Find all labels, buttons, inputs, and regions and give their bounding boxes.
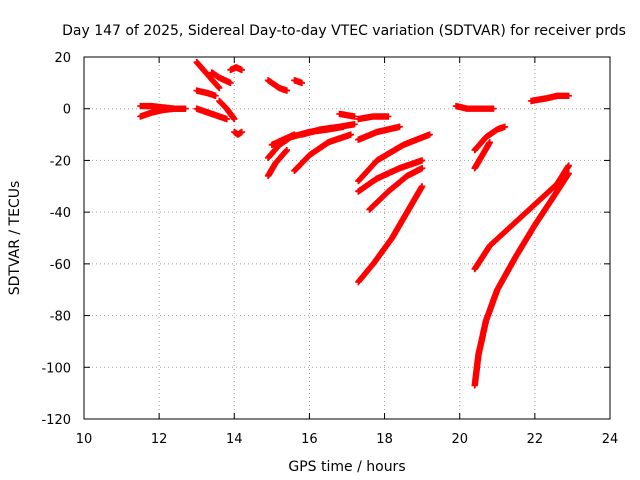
axis-ticks: 10 12 14 16 18 20 22 24 20 0 -20 -40 -60 -80 -100 -120 [41,51,618,447]
data-point-markers [231,128,245,138]
x-tick-label: 24 [602,432,619,447]
series-arc-25 [471,123,508,154]
x-tick-label: 18 [376,432,393,447]
data-point-markers [471,170,572,389]
series-arc-14 [268,131,298,149]
series-arc-10 [264,77,291,94]
data-point-markers [527,92,572,105]
series-arc-9 [231,128,245,138]
series-arc-29 [527,92,572,105]
y-tick-label: -100 [41,361,71,376]
data-point-markers [471,139,493,172]
series-arc-19 [355,123,403,143]
data-point-markers [193,59,223,92]
series-arc-4 [193,87,219,99]
x-tick-label: 10 [76,432,93,447]
y-tick-label: 20 [54,51,71,66]
data-point-markers [471,123,508,154]
data-point-markers [291,77,306,87]
plot-frame [83,56,611,420]
series-arc-6 [208,69,234,87]
data-point-markers [471,162,572,273]
x-axis-title: GPS time / hours [288,459,405,475]
x-tick-label: 16 [301,432,318,447]
series-arc-8 [227,64,245,74]
series-arc-22 [366,165,426,213]
series-arc-11 [291,77,306,87]
y-axis-title: SDTVAR / TECUs [7,181,23,296]
data-point-markers [216,97,238,123]
data-point-markers [355,183,426,286]
data-point-markers [193,105,230,123]
series-arc-3 [193,59,223,92]
data-point-markers [193,87,219,99]
data-point-markers [298,121,358,138]
y-tick-label: -60 [50,258,71,273]
y-tick-label: 0 [63,103,71,118]
data-point-markers [355,123,403,143]
series-arc-18 [355,113,392,123]
series-arc-16 [298,121,358,138]
series-arc-13 [264,146,291,180]
series-arc-15 [291,131,354,174]
data-point-markers [366,165,426,213]
series-arc-24 [452,102,497,112]
data-point-markers [227,64,245,74]
data-point-markers [355,131,433,185]
data-point-markers [208,69,234,87]
x-tick-label: 14 [226,432,243,447]
series-arc-23 [355,183,426,286]
data-point-markers [137,105,189,120]
series-arc-5 [193,105,230,123]
data-series [137,59,572,389]
series-arc-27 [471,162,572,273]
series-arc-7 [216,97,238,123]
series-arc-2 [137,105,189,120]
series-arc-20 [355,131,433,185]
y-tick-label: -40 [50,206,71,221]
data-point-markers [452,102,497,112]
x-tick-label: 20 [451,432,468,447]
series-arc-26 [471,139,493,172]
series-arc-28 [471,170,572,389]
chart-title: Day 147 of 2025, Sidereal Day-to-day VTE… [62,23,626,39]
y-tick-label: -120 [41,413,71,428]
data-point-markers [355,157,426,195]
data-point-markers [268,131,298,149]
data-point-markers [291,131,354,174]
data-point-markers [264,77,291,94]
data-point-markers [264,146,291,180]
data-point-markers [355,113,392,123]
x-tick-label: 12 [151,432,168,447]
y-tick-label: -80 [50,310,71,325]
x-tick-label: 22 [527,432,544,447]
y-tick-label: -20 [50,154,71,169]
series-arc-17 [336,110,358,120]
data-point-markers [336,110,358,120]
series-arc-21 [355,157,426,195]
